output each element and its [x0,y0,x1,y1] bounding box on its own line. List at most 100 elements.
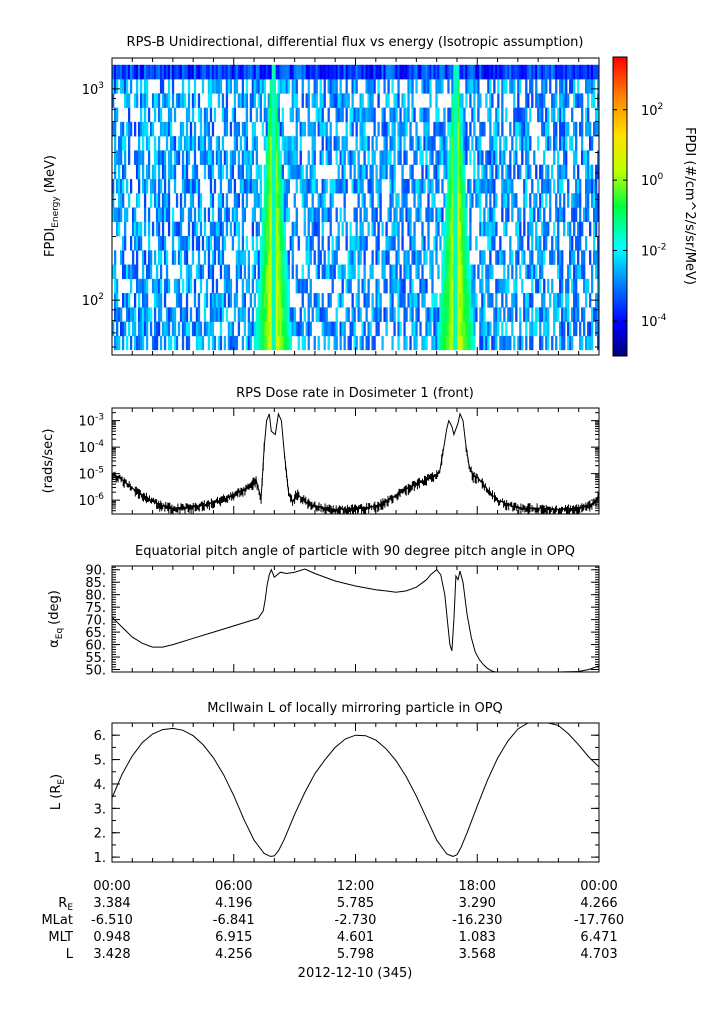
spectrogram-cell [519,236,522,251]
spectrogram-cell [263,64,266,80]
spectrogram-cell [329,79,332,94]
spectrogram-cell [133,307,137,322]
spectrogram-cell [155,321,159,337]
spectrogram-cell [237,193,241,208]
spectrogram-cell [345,64,348,80]
spectrogram-cell [175,93,179,108]
spectrogram-cell [597,193,599,208]
spectrogram-cell [547,178,550,194]
spectrogram-cell [131,250,135,265]
spectrogram-cell [513,64,516,80]
spectrogram-cell [123,221,127,237]
spectrogram-gap [115,350,119,355]
spectrogram-cell [253,321,257,337]
spectrogram-cell [417,193,420,208]
spectrogram-cell [209,307,213,322]
spectrogram-cell [197,321,201,337]
spectrogram-cell [495,193,498,208]
spectrogram-cell [173,136,177,151]
spectrogram-cell [263,193,266,208]
spectrogram-cell [359,164,362,180]
spectrogram-cell [457,93,460,108]
spectrogram-cell [391,335,394,351]
spectrogram-cell [281,136,284,151]
spectrogram-cell [339,207,342,223]
spectrogram-cell [121,79,125,94]
spectrogram-cell [235,193,239,208]
spectrogram-cell [525,136,528,151]
spectrogram-cell [443,193,446,208]
spectrogram-cell [435,335,438,351]
spectrogram-cell [203,136,207,151]
spectrogram-cell [303,64,306,80]
spectrogram-cell [503,193,506,208]
spectrogram-cell [543,79,546,94]
spectrogram-cell [361,64,364,80]
spectrogram-cell [449,64,452,80]
spectrogram-cell [391,193,394,208]
spectrogram-cell [435,64,438,80]
spectrogram-cell [531,79,534,94]
spectrogram-cell [307,335,310,351]
spectrogram-cell [429,307,432,322]
spectrogram-cell [361,164,364,180]
spectrogram-cell [269,307,272,322]
panel1-title: RPS-B Unidirectional, differential flux … [127,35,584,50]
spectrogram-cell [373,121,376,137]
spectrogram-cell [479,93,482,108]
spectrogram-cell [335,150,338,165]
spectrogram-cell [321,150,324,165]
spectrogram-cell [169,335,173,351]
spectrogram-cell [449,250,452,265]
spectrogram-cell [441,79,444,94]
spectrogram-cell [307,93,310,108]
spectrogram-cell [251,121,255,137]
spectrogram-cell [535,164,538,180]
spectrogram-cell [141,93,145,108]
spectrogram-cell [241,193,245,208]
spectrogram-cell [283,236,286,251]
spectrogram-cell [399,64,402,80]
spectrogram-cell [415,335,418,351]
spectrogram-cell [299,278,302,294]
spectrogram-cell [541,335,544,351]
spectrogram-cell [505,193,508,208]
spectrogram-cell [127,121,131,137]
spectrogram-cell [411,136,414,151]
spectrogram-gap [325,350,328,355]
spectrogram-cell [581,150,584,165]
spectrogram-cell [223,293,227,308]
date-label: 2012-12-10 (345) [298,966,413,981]
spectrogram-cell [533,150,536,165]
spectrogram-cell [517,221,520,237]
spectrogram-cell [431,307,434,322]
spectrogram-cell [311,307,314,322]
ephemeris-value: 4.256 [215,947,252,962]
spectrogram-cell [597,250,599,265]
spectrogram-cell [271,64,274,80]
spectrogram-cell [487,178,490,194]
spectrogram-cell [359,207,362,223]
spectrogram-cell [169,121,173,137]
spectrogram-cell [213,178,217,194]
spectrogram-cell [263,79,266,94]
spectrogram-cell [114,264,117,280]
y-tick-label: 10-3 [78,413,104,430]
spectrogram-cell [187,93,191,108]
spectrogram-cell [597,207,599,223]
spectrogram-cell [457,236,460,251]
spectrogram-cell [503,221,506,237]
spectrogram-gap [129,350,133,355]
spectrogram-cell [525,93,528,108]
spectrogram-cell [437,307,440,322]
spectrogram-cell [307,293,310,308]
spectrogram-cell [347,264,350,280]
spectrogram-gap [197,350,201,355]
spectrogram-cell [237,264,241,280]
spectrogram-cell [317,236,320,251]
spectrogram-cell [593,236,596,251]
spectrogram-cell [389,193,392,208]
spectrogram-cell [255,221,258,237]
spectrogram-cell [249,293,253,308]
spectrogram-cell [275,221,278,237]
